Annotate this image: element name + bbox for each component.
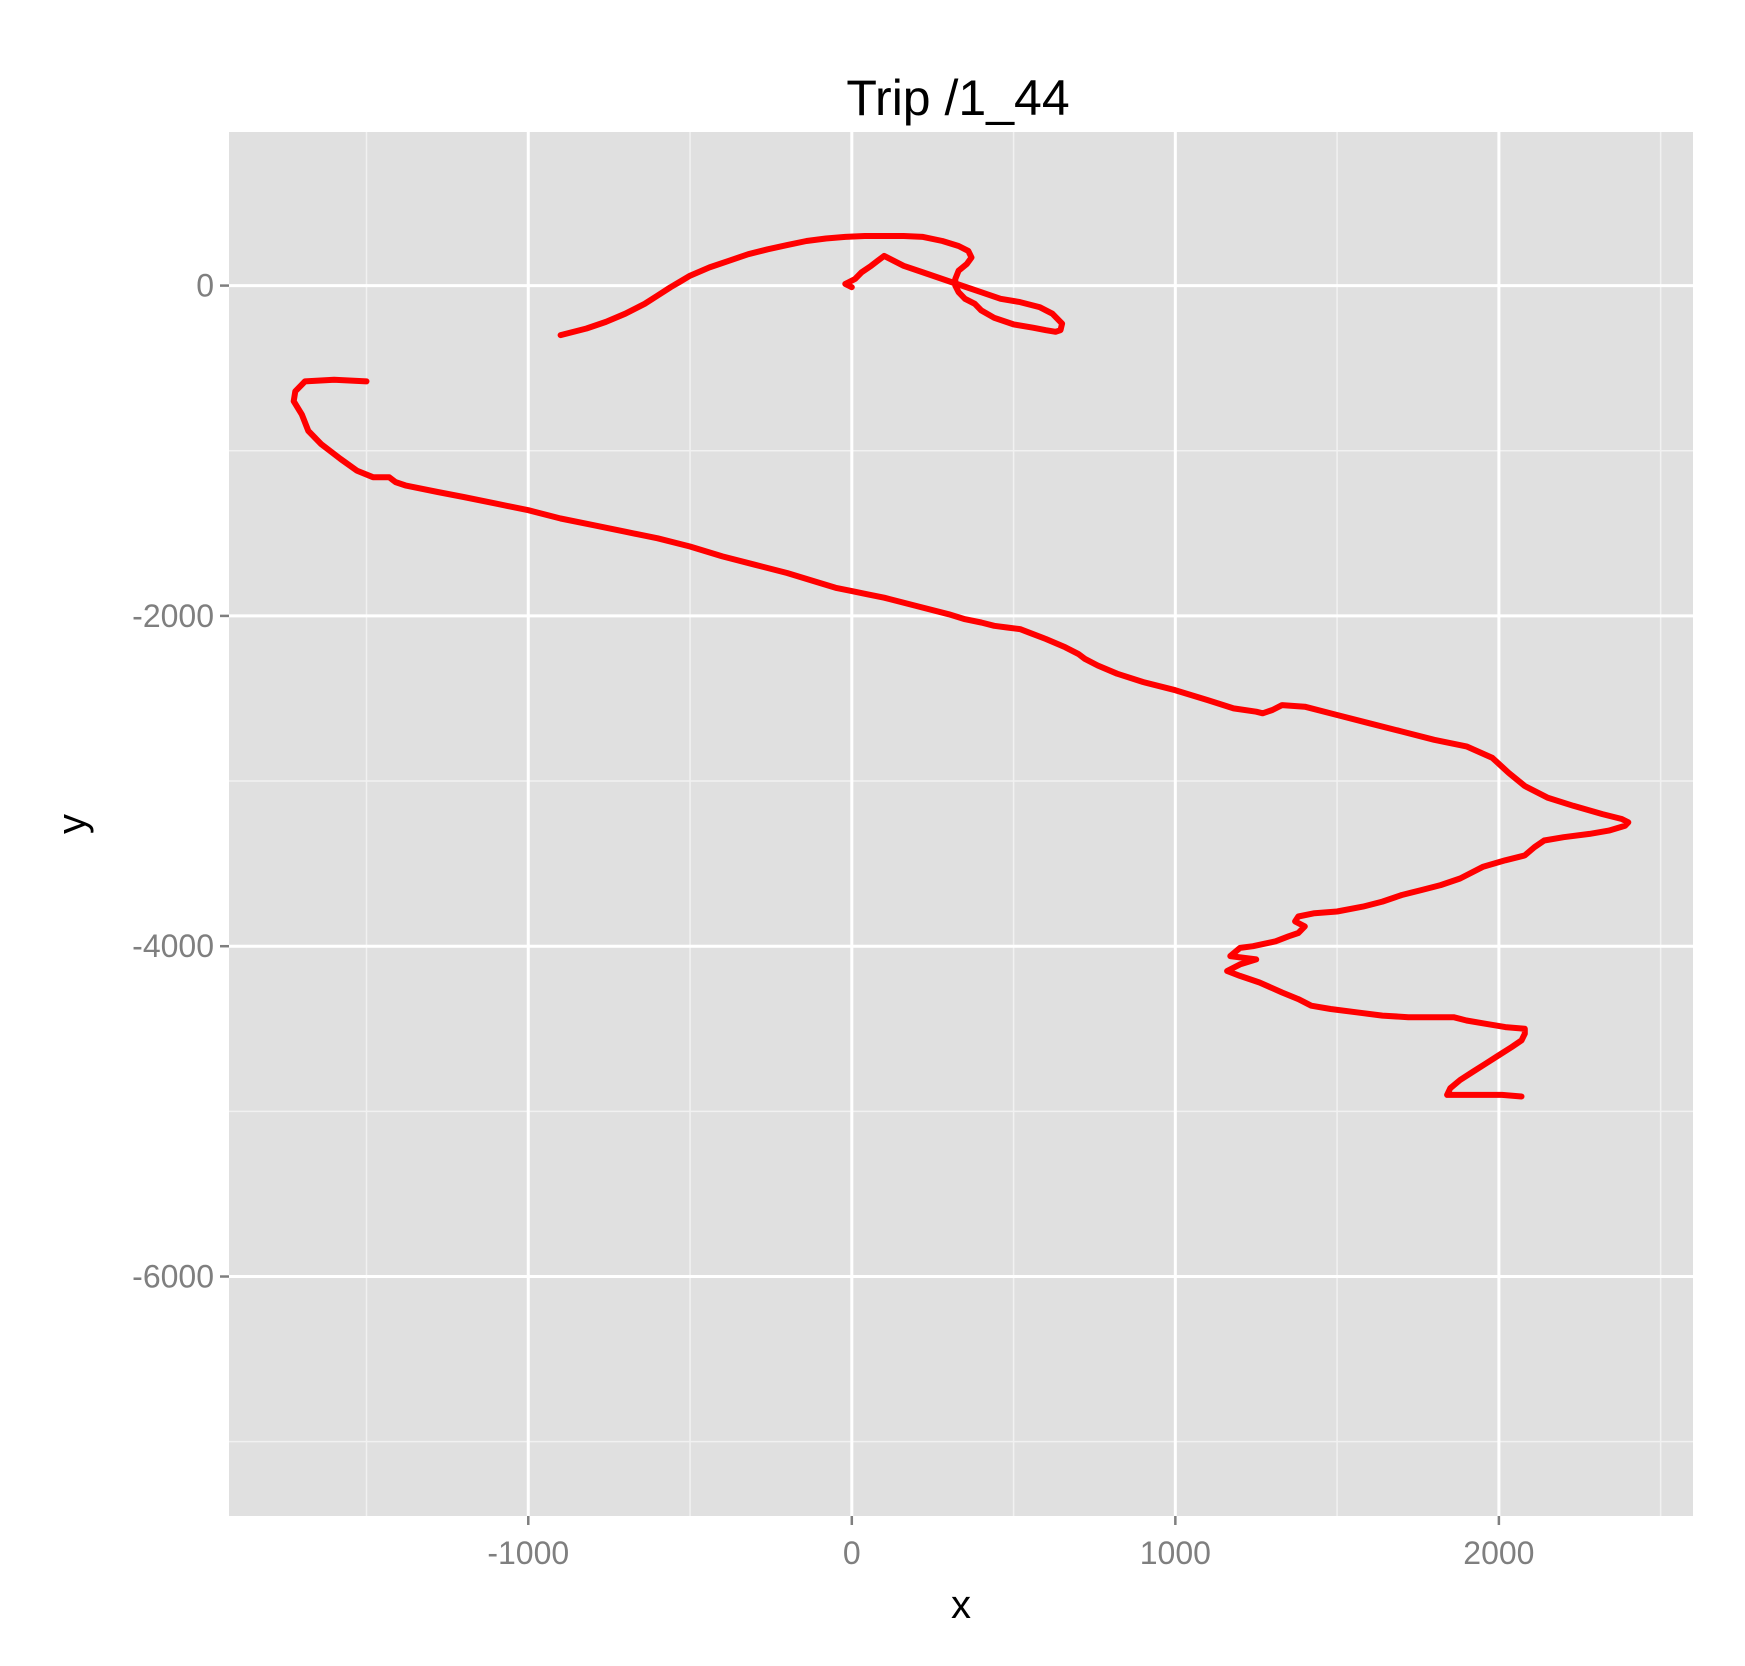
x-tick-label: -1000 xyxy=(487,1535,569,1571)
major-gridlines xyxy=(229,132,1693,1516)
chart-title: Trip /1_44 xyxy=(846,70,1069,126)
trip-path xyxy=(557,233,1066,339)
x-axis: -1000 0 1000 2000 xyxy=(487,1516,1534,1571)
y-axis-title: y xyxy=(50,814,94,834)
x-tick-label: 2000 xyxy=(1463,1535,1534,1571)
y-tick-label: 0 xyxy=(196,268,214,304)
minor-gridlines xyxy=(229,132,1693,1516)
plot-panel xyxy=(229,132,1693,1516)
y-tick-label: -2000 xyxy=(132,598,214,634)
x-axis-title: x xyxy=(951,1583,971,1627)
y-tick-label: -6000 xyxy=(132,1259,214,1295)
series-layer xyxy=(290,233,1632,1100)
y-axis: -6000 -4000 -2000 0 xyxy=(132,268,229,1295)
x-tick-label: 0 xyxy=(843,1535,861,1571)
y-tick-label: -4000 xyxy=(132,928,214,964)
trip-path xyxy=(290,376,1632,1100)
x-tick-label: 1000 xyxy=(1140,1535,1211,1571)
